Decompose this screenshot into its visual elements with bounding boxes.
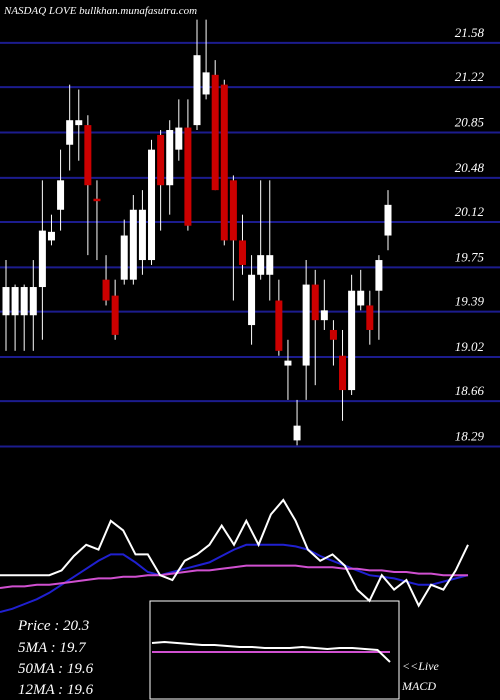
candle-body [148,149,156,261]
info-50ma: 50MA : 19.6 [18,661,94,677]
candle-body [166,130,174,186]
candle-body [2,287,10,316]
candle-body [266,255,274,275]
y-tick-label: 19.02 [455,339,485,354]
candle-body [102,279,110,301]
candle-body [120,235,128,280]
candle-body [175,127,183,150]
y-tick-label: 20.48 [455,160,485,175]
y-tick-label: 18.66 [455,383,485,398]
candle-body [202,72,210,95]
candle-body [293,425,301,441]
indicator-line [0,498,469,608]
y-tick-label: 21.58 [455,25,485,40]
y-tick-label: 20.85 [455,114,485,129]
candle-body [357,290,365,306]
indicator-line [0,564,468,589]
info-5ma: 5MA : 19.7 [18,640,87,656]
info-price: Price : 20.3 [17,618,89,634]
candle-body [248,274,256,326]
candle-body [302,284,310,366]
candle-body [238,240,246,265]
candle-body [284,360,292,366]
candle-body [138,209,146,261]
candle-body [257,255,265,275]
y-tick-label: 21.22 [455,69,485,84]
candle-body [20,287,28,316]
y-tick-label: 20.12 [455,204,485,219]
candle-body [38,230,46,288]
y-tick-label: 18.29 [455,429,485,444]
candle-body [129,209,137,280]
candle-body [375,260,383,291]
candle-body [157,134,165,186]
candle-body [66,120,74,145]
candle-body [11,287,19,316]
candle-body [193,55,201,126]
candle-body [211,74,219,191]
candle-body [184,127,192,226]
candle-body [348,290,356,391]
live-label: <<Live [402,659,440,673]
macd-line [151,640,391,663]
candle-body [47,231,55,241]
candle-body [320,310,328,321]
chart-title: NASDAQ LOVE bullkhan.munafasutra.com [3,5,197,17]
macd-label: MACD [401,679,436,693]
candle-body [84,125,92,186]
candle-body [329,329,337,340]
y-tick-label: 19.39 [455,294,485,309]
indicator-line [0,543,469,613]
info-12ma: 12MA : 19.6 [18,682,94,698]
candle-body [29,287,37,316]
candle-body [229,180,237,241]
candle-body [111,295,119,335]
y-tick-label: 19.75 [455,249,485,264]
candle-body [220,84,228,241]
candle-body [366,305,374,330]
candle-body [311,284,319,321]
candle-body [57,180,65,210]
candle-body [384,204,392,236]
candle-body [275,300,283,351]
candle-body [93,198,101,202]
macd-box [149,600,400,700]
candle-body [75,120,83,126]
candle-body [339,355,347,391]
